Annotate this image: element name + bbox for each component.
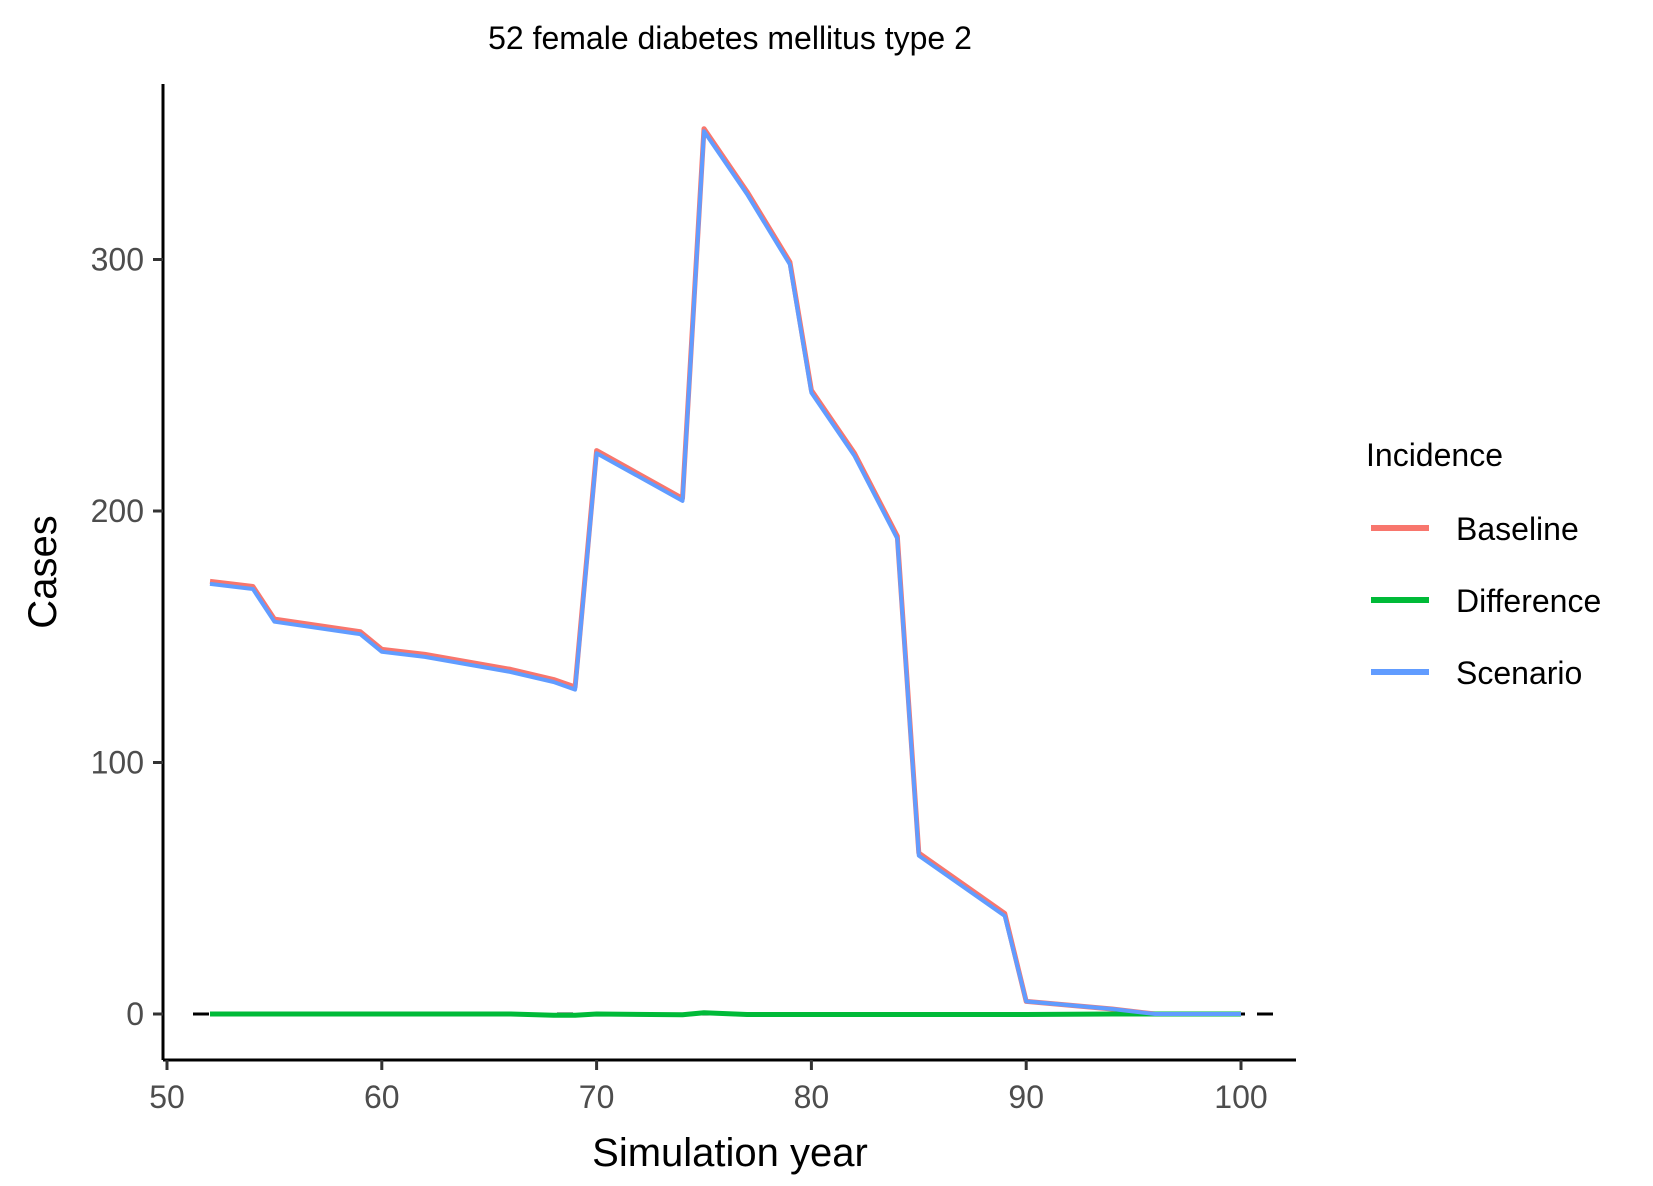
x-tick-label: 50 bbox=[149, 1079, 185, 1115]
y-tick-label: 100 bbox=[91, 745, 144, 781]
x-axis-ticks: 50 60 70 80 90 100 bbox=[149, 1060, 1268, 1115]
x-tick-label: 80 bbox=[794, 1079, 830, 1115]
x-tick-label: 70 bbox=[579, 1079, 615, 1115]
legend-items: Baseline Difference Scenario bbox=[1371, 511, 1601, 691]
plot-area bbox=[193, 126, 1285, 1018]
legend-label-scenario: Scenario bbox=[1456, 655, 1582, 691]
y-tick-label: 0 bbox=[126, 996, 144, 1032]
series-line-baseline bbox=[209, 126, 1241, 1017]
legend-title: Incidence bbox=[1366, 437, 1503, 473]
y-tick-label: 300 bbox=[91, 242, 144, 278]
x-tick-label: 100 bbox=[1214, 1079, 1267, 1115]
legend: Incidence Baseline Difference Scenario bbox=[1366, 437, 1601, 691]
legend-label-baseline: Baseline bbox=[1456, 511, 1579, 547]
legend-label-difference: Difference bbox=[1456, 583, 1601, 619]
chart-title: 52 female diabetes mellitus type 2 bbox=[488, 20, 972, 56]
x-axis-title: Simulation year bbox=[592, 1131, 868, 1175]
series-line-difference bbox=[210, 1010, 1241, 1018]
x-tick-label: 60 bbox=[364, 1079, 400, 1115]
y-axis-ticks: 0 100 200 300 bbox=[91, 242, 163, 1032]
series-line-scenario bbox=[209, 129, 1241, 1016]
x-tick-label: 90 bbox=[1008, 1079, 1044, 1115]
y-tick-label: 200 bbox=[91, 493, 144, 529]
y-axis-title: Cases bbox=[21, 515, 65, 628]
